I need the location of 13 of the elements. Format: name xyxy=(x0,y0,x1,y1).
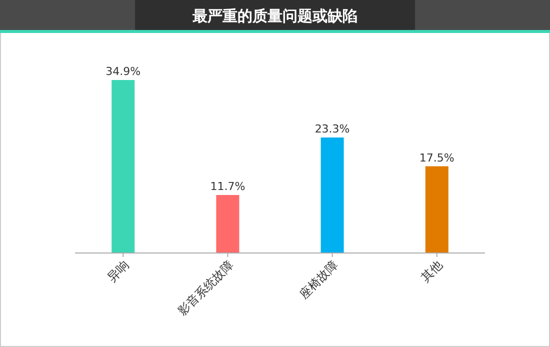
x-tick-label: 座椅故障 xyxy=(296,258,341,302)
data-label: 34.9% xyxy=(106,65,141,78)
data-label: 11.7% xyxy=(210,180,246,194)
bar xyxy=(216,195,240,253)
data-label: 23.3% xyxy=(314,122,350,136)
x-tick-label: 影音系统故障 xyxy=(175,258,236,318)
x-tick-label: 异响 xyxy=(104,258,132,284)
chart-title: 最严重的质量问题或缺陷 xyxy=(192,7,358,25)
x-tick-label: 其他 xyxy=(418,258,446,284)
data-label: 17.5% xyxy=(419,151,454,164)
bar xyxy=(320,138,344,253)
bar xyxy=(112,80,135,253)
bar xyxy=(425,166,448,253)
